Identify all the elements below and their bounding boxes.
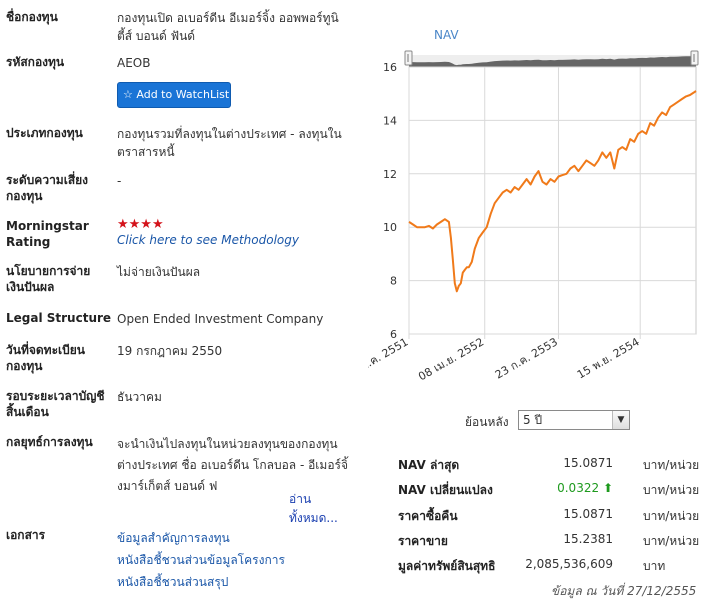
y-tick-label: 6 — [390, 328, 397, 341]
watchlist-button-label: Add to WatchList — [136, 88, 230, 101]
strategy-label: กลยุทธ์การลงทุน — [6, 435, 93, 449]
net-asset-value-label: มูลค่าทรัพย์สินสุทธิ — [398, 559, 496, 573]
grid-lines — [408, 66, 696, 339]
fund-name-value: กองทุนเปิด อเบอร์ดีน อีเมอร์จิ้ง ออพพอร์… — [117, 11, 339, 43]
legal-structure-value: Open Ended Investment Company — [117, 312, 324, 326]
nav-change-label: NAV เปลี่ยนแปลง — [398, 483, 493, 497]
redemption-price-label: ราคาซื้อคืน — [398, 509, 458, 523]
period-selected-value: 5 ปี — [523, 413, 543, 427]
nav-row-redemption: ราคาซื้อคืน 15.0871 บาท/หน่วย — [398, 507, 708, 529]
nav-latest-label: NAV ล่าสุด — [398, 458, 460, 472]
nav-latest-unit: บาท/หน่วย — [643, 458, 700, 472]
nav-change-unit: บาท/หน่วย — [643, 483, 700, 497]
x-axis: ต.ค. 2551 08 เม.ย. 2552 23 ก.ค. 2553 15 พ.ย… — [358, 335, 642, 383]
offer-price-value: 15.2381 — [563, 532, 613, 546]
x-tick-label: 15 พ.ย. 2554 — [575, 335, 642, 381]
fund-name-label: ชื่อกองทุน — [6, 10, 58, 24]
read-more-link[interactable]: อ่านทั้งหมด... — [289, 492, 338, 525]
nav-chart-svg: NAV 6 8 10 12 14 16 ต.ค. 2551 08 เม.ย. 2552 23 … — [358, 28, 699, 383]
net-asset-value-value: 2,085,536,609 — [525, 557, 613, 571]
fund-code-label: รหัสกองทุน — [6, 55, 65, 69]
morningstar-label: Morningstar Rating — [6, 219, 89, 249]
fund-info-panel: ชื่อกองทุน กองทุนเปิด อเบอร์ดีน อีเมอร์จ… — [6, 10, 356, 593]
arrow-up-icon: ⬆ — [602, 481, 613, 495]
y-tick-label: 8 — [390, 275, 397, 288]
fund-type-label: ประเภทกองทุน — [6, 126, 83, 140]
fund-type-value: กองทุนรวมที่ลงทุนในต่างประเทศ - ลงทุนในต… — [117, 127, 342, 159]
risk-level-label: ระดับความเสี่ยงกองทุน — [6, 173, 89, 203]
fiscal-year-label: รอบระยะเวลาบัญชีสิ้นเดือน — [6, 389, 105, 419]
documents-label: เอกสาร — [6, 528, 46, 542]
chart-title: NAV — [434, 28, 459, 42]
risk-level-value: - — [117, 174, 122, 188]
nav-row-change: NAV เปลี่ยนแปลง 0.0322 ⬆ บาท/หน่วย — [398, 481, 708, 503]
redemption-price-unit: บาท/หน่วย — [643, 509, 700, 523]
nav-change-value-wrap: 0.0322 ⬆ — [557, 481, 613, 495]
y-tick-label: 10 — [383, 221, 397, 234]
y-tick-label: 14 — [383, 114, 397, 127]
legal-structure-label: Legal Structure — [6, 311, 112, 325]
y-tick-label: 16 — [383, 61, 397, 74]
net-asset-value-unit: บาท — [643, 559, 666, 573]
period-label: ย้อนหลัง — [465, 415, 509, 429]
nav-row-latest: NAV ล่าสุด 15.0871 บาท/หน่วย — [398, 456, 708, 478]
x-tick-label: 23 ก.ค. 2553 — [493, 335, 560, 381]
add-to-watchlist-button[interactable]: ☆ Add to WatchList — [117, 82, 231, 108]
nav-row-aum: มูลค่าทรัพย์สินสุทธิ 2,085,536,609 บาท — [398, 557, 708, 579]
x-tick-label: 08 เม.ย. 2552 — [416, 335, 486, 383]
data-as-of: ข้อมูล ณ วันที่ 27/12/2555 — [551, 584, 697, 598]
dividend-label: นโยบายการจ่ายเงินปันผล — [6, 264, 91, 294]
x-tick-label: ต.ค. 2551 — [368, 335, 411, 373]
registration-value: 19 กรกฎาคม 2550 — [117, 344, 223, 358]
morningstar-value: ★★★★ Click here to see Methodology — [117, 218, 353, 248]
nav-series-line — [408, 90, 697, 293]
offer-price-label: ราคาขาย — [398, 534, 448, 548]
rating-stars-icon: ★★★★ — [117, 217, 164, 232]
nav-change-value: 0.0322 — [557, 481, 600, 495]
range-navigator-series — [409, 56, 696, 67]
nav-latest-value: 15.0871 — [563, 456, 613, 470]
watchlist-row: ☆ Add to WatchList — [6, 82, 356, 110]
period-select[interactable]: 5 ปี ▼ — [518, 410, 630, 430]
chevron-down-icon[interactable]: ▼ — [612, 411, 629, 429]
y-axis: 6 8 10 12 14 16 — [383, 61, 397, 341]
document-link-summary[interactable]: หนังสือชี้ชวนส่วนสรุป — [117, 575, 229, 589]
document-link-key-info[interactable]: ข้อมูลสำคัญการลงทุน — [117, 531, 230, 545]
registration-label: วันที่จดทะเบียนกองทุน — [6, 343, 85, 373]
nav-row-offer: ราคาขาย 15.2381 บาท/หน่วย — [398, 532, 708, 554]
methodology-link[interactable]: Click here to see Methodology — [117, 233, 299, 247]
redemption-price-value: 15.0871 — [563, 507, 613, 521]
plot-frame — [408, 66, 697, 335]
nav-chart: NAV 6 8 10 12 14 16 ต.ค. 2551 08 เม.ย. 2552 23 … — [358, 22, 712, 398]
documents-list: ข้อมูลสำคัญการลงทุน หนังสือชี้ชวนส่วนข้อ… — [117, 527, 353, 593]
fund-code-value: AEOB — [117, 56, 151, 70]
dividend-value: ไม่จ่ายเงินปันผล — [117, 265, 201, 279]
y-tick-label: 12 — [383, 168, 397, 181]
strategy-value: จะนำเงินไปลงทุนในหน่วยลงทุนของกองทุนต่าง… — [117, 437, 348, 493]
offer-price-unit: บาท/หน่วย — [643, 534, 700, 548]
strategy-row: กลยุทธ์การลงทุน จะนำเงินไปลงทุนในหน่วยลง… — [6, 434, 356, 525]
fiscal-year-value: ธันวาคม — [117, 390, 162, 404]
star-outline-icon: ☆ — [123, 88, 133, 101]
document-link-prospectus[interactable]: หนังสือชี้ชวนส่วนข้อมูลโครงการ — [117, 553, 285, 567]
